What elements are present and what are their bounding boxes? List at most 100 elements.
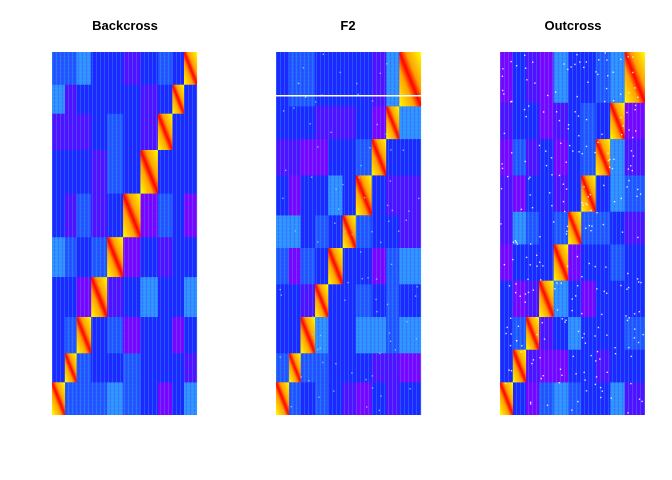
outcross-panel: Outcross (500, 18, 645, 415)
heatmap-speck (633, 313, 636, 315)
heatmap-speck (515, 291, 517, 294)
heatmap-white-line (276, 95, 421, 97)
heatmap-speck (630, 355, 632, 358)
heatmap-speck (528, 178, 530, 180)
heatmap-speck (512, 258, 514, 261)
heatmap-speck (620, 197, 622, 200)
heatmap-speck (309, 123, 311, 125)
heatmap-speck (416, 286, 418, 288)
heatmap-speck (595, 360, 597, 362)
heatmap-speck (627, 168, 630, 170)
outcross-heatmap (500, 52, 645, 415)
heatmap-speck (510, 60, 512, 63)
heatmap-speck (566, 265, 569, 267)
heatmap-speck (628, 92, 630, 94)
heatmap-speck (586, 204, 588, 206)
heatmap-speck (361, 278, 363, 280)
heatmap-speck (628, 317, 630, 319)
heatmap-speck (542, 265, 544, 267)
diagonal-block (553, 244, 569, 281)
heatmap-speck (390, 149, 392, 151)
heatmap-speck (371, 231, 373, 233)
heatmap-speck (408, 210, 410, 212)
heatmap-speck (561, 318, 563, 320)
heatmap-speck (357, 93, 359, 95)
heatmap-speck (376, 311, 378, 313)
heatmap-speck (293, 107, 295, 109)
heatmap-speck (567, 124, 570, 126)
heatmap-speck (606, 334, 608, 336)
diagonal-block (91, 277, 108, 317)
backcross-title: Backcross (92, 18, 158, 33)
heatmap-speck (581, 202, 583, 204)
diagonal-block (157, 113, 173, 150)
heatmap-speck (627, 56, 629, 58)
heatmap-speck (571, 309, 573, 312)
heatmap-speck (577, 400, 579, 403)
heatmap-speck (627, 286, 630, 289)
heatmap-speck (526, 79, 528, 81)
heatmap-speck (603, 184, 605, 187)
diagonal-block (539, 280, 554, 317)
heatmap-speck (520, 208, 523, 211)
heatmap-speck (517, 325, 520, 327)
heatmap-speck (514, 240, 517, 242)
heatmap-speck (594, 265, 596, 268)
heatmap-speck (638, 311, 641, 313)
heatmap-speck (371, 387, 374, 389)
heatmap-speck (631, 169, 633, 172)
heatmap-speck (577, 285, 579, 287)
heatmap-speck (335, 188, 337, 190)
heatmap-speck (607, 159, 610, 162)
heatmap-speck (386, 204, 389, 207)
heatmap-speck (642, 333, 644, 336)
heatmap-speck (620, 116, 622, 119)
heatmap-speck (405, 219, 407, 221)
heatmap-speck (575, 295, 577, 297)
heatmap-speck (506, 326, 508, 329)
heatmap-speck (314, 101, 317, 103)
heatmap-speck (376, 123, 378, 126)
diagonal-block (65, 353, 77, 383)
heatmap-speck (512, 241, 515, 243)
heatmap-speck (587, 81, 589, 83)
f2-panel: F2 (276, 18, 422, 415)
heatmap-speck (620, 58, 622, 60)
heatmap-speck (510, 101, 512, 103)
heatmap-speck (385, 133, 387, 135)
heatmap-speck (501, 75, 504, 77)
heatmap-speck (574, 63, 576, 66)
heatmap-speck (555, 111, 558, 113)
heatmap-speck (339, 71, 341, 74)
heatmap-speck (351, 372, 353, 374)
diagonal-block (300, 317, 316, 354)
diagonal-block (76, 317, 92, 354)
heatmap-speck (634, 104, 637, 107)
heatmap-speck (626, 288, 628, 290)
heatmap-speck (317, 146, 319, 148)
heatmap-speck (330, 131, 332, 133)
heatmap-speck (632, 56, 634, 58)
heatmap-speck (344, 230, 346, 232)
heatmap-speck (565, 233, 568, 235)
heatmap-speck (528, 105, 530, 107)
backcross-heatmap (52, 52, 198, 415)
heatmap-speck (574, 111, 576, 113)
heatmap-speck (634, 328, 636, 330)
heatmap-speck (570, 66, 572, 68)
heatmap-speck (389, 340, 392, 342)
heatmap-speck (312, 334, 314, 336)
heatmap-speck (632, 136, 634, 139)
heatmap-speck (398, 230, 400, 232)
f2-title: F2 (340, 18, 355, 33)
diagonal-block (526, 317, 540, 350)
heatmap-speck (628, 129, 630, 131)
heatmap-speck (577, 115, 580, 117)
heatmap-speck (525, 67, 527, 69)
heatmap-speck (415, 63, 417, 65)
heatmap-speck (388, 332, 391, 334)
heatmap-speck (637, 236, 639, 239)
heatmap-speck (566, 225, 569, 228)
heatmap-speck (308, 380, 310, 382)
heatmap-speck (333, 390, 335, 392)
